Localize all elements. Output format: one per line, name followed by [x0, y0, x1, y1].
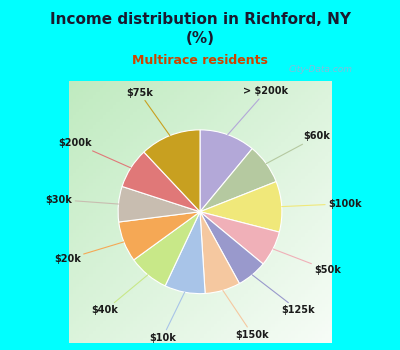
- Wedge shape: [200, 212, 263, 284]
- Wedge shape: [200, 212, 279, 264]
- Text: $20k: $20k: [54, 242, 124, 264]
- Text: $60k: $60k: [266, 132, 330, 163]
- Wedge shape: [200, 149, 276, 212]
- Wedge shape: [200, 212, 240, 294]
- Wedge shape: [118, 187, 200, 222]
- Text: $10k: $10k: [149, 292, 185, 343]
- Text: $200k: $200k: [58, 138, 131, 168]
- Text: City-Data.com: City-Data.com: [288, 65, 352, 74]
- Wedge shape: [200, 130, 252, 212]
- Wedge shape: [134, 212, 200, 286]
- Text: $75k: $75k: [126, 88, 170, 135]
- Text: Income distribution in Richford, NY
(%): Income distribution in Richford, NY (%): [50, 12, 350, 46]
- Text: $125k: $125k: [252, 275, 315, 315]
- Text: $100k: $100k: [282, 199, 362, 209]
- Text: $40k: $40k: [92, 275, 148, 315]
- Wedge shape: [119, 212, 200, 260]
- Wedge shape: [200, 182, 282, 232]
- Wedge shape: [165, 212, 205, 294]
- Text: $150k: $150k: [223, 290, 269, 340]
- Text: $30k: $30k: [46, 195, 118, 205]
- Wedge shape: [144, 130, 200, 212]
- Text: > $200k: > $200k: [228, 86, 288, 135]
- Text: $50k: $50k: [273, 249, 341, 275]
- Wedge shape: [122, 152, 200, 212]
- Text: Multirace residents: Multirace residents: [132, 54, 268, 67]
